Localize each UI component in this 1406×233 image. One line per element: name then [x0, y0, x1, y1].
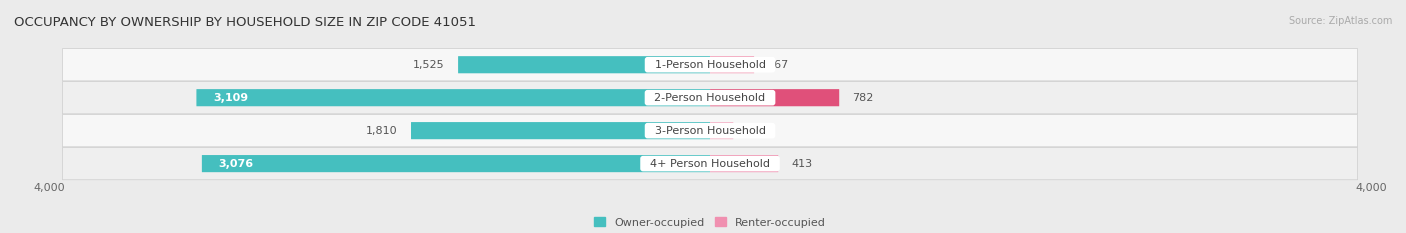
Text: 141: 141 — [747, 126, 768, 136]
Text: 2-Person Household: 2-Person Household — [648, 93, 772, 103]
FancyBboxPatch shape — [710, 122, 734, 139]
Text: OCCUPANCY BY OWNERSHIP BY HOUSEHOLD SIZE IN ZIP CODE 41051: OCCUPANCY BY OWNERSHIP BY HOUSEHOLD SIZE… — [14, 16, 477, 29]
FancyBboxPatch shape — [62, 82, 1358, 114]
Text: 1,525: 1,525 — [413, 60, 444, 70]
Text: 3,109: 3,109 — [212, 93, 247, 103]
Legend: Owner-occupied, Renter-occupied: Owner-occupied, Renter-occupied — [593, 217, 827, 228]
FancyBboxPatch shape — [62, 147, 1358, 180]
Text: 1,810: 1,810 — [366, 126, 398, 136]
Text: 1-Person Household: 1-Person Household — [648, 60, 772, 70]
Text: 267: 267 — [768, 60, 789, 70]
FancyBboxPatch shape — [202, 155, 710, 172]
Text: 782: 782 — [852, 93, 873, 103]
FancyBboxPatch shape — [458, 56, 710, 73]
FancyBboxPatch shape — [411, 122, 710, 139]
Text: Source: ZipAtlas.com: Source: ZipAtlas.com — [1288, 16, 1392, 26]
Text: 3-Person Household: 3-Person Household — [648, 126, 772, 136]
FancyBboxPatch shape — [197, 89, 710, 106]
Text: 3,076: 3,076 — [218, 159, 253, 169]
FancyBboxPatch shape — [710, 56, 754, 73]
FancyBboxPatch shape — [710, 155, 779, 172]
FancyBboxPatch shape — [62, 48, 1358, 81]
FancyBboxPatch shape — [710, 89, 839, 106]
FancyBboxPatch shape — [62, 114, 1358, 147]
Text: 4+ Person Household: 4+ Person Household — [643, 159, 778, 169]
Text: 413: 413 — [792, 159, 813, 169]
